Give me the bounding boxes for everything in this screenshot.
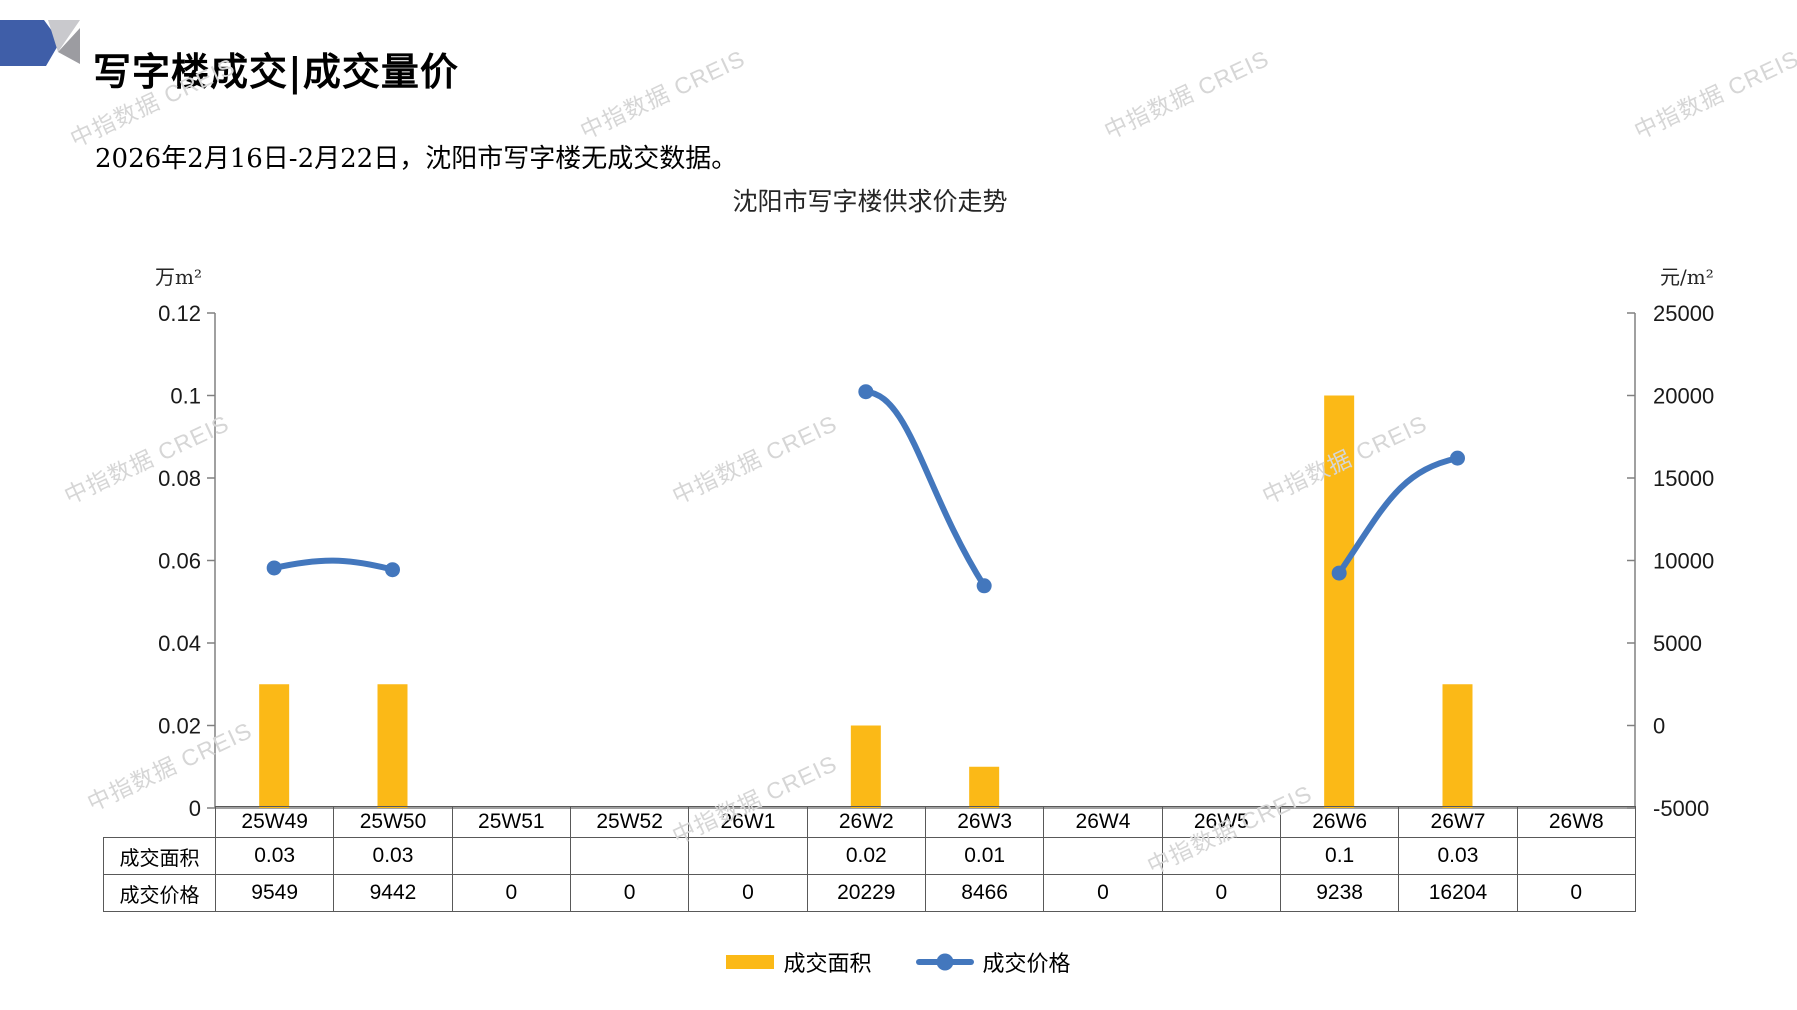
bar [377, 684, 408, 808]
left-axis-tick-label: 0.12 [158, 301, 201, 326]
table-value-cell: 9238 [1279, 874, 1400, 912]
table-value-cell: 0.1 [1279, 837, 1400, 875]
category-label: 26W6 [1279, 806, 1400, 838]
bar [1324, 395, 1355, 808]
bar [1442, 684, 1473, 808]
right-axis-tick-label: 10000 [1653, 549, 1714, 574]
table-corner-cell [104, 807, 216, 838]
page-title: 写字楼成交|成交量价 [93, 49, 459, 95]
left-axis-tick-label: 0.02 [158, 714, 201, 739]
table-value-cell [688, 837, 808, 875]
right-axis-tick-label: 20000 [1653, 384, 1714, 409]
table-value-cell: 20229 [806, 874, 926, 912]
left-axis-tick-label: 0.04 [158, 631, 201, 656]
price-line-segment [271, 557, 396, 573]
legend: 成交面积 成交价格 [0, 946, 1797, 978]
table-value-cell [1043, 837, 1163, 875]
bars [259, 395, 1473, 808]
table-value-cell [1161, 837, 1281, 875]
line-marker [385, 562, 400, 578]
table-value-cell: 0.03 [1398, 837, 1518, 875]
table-value-cell: 0 [1516, 874, 1636, 912]
category-label: 26W2 [806, 806, 926, 838]
table-row-label: 成交价格 [103, 874, 216, 912]
table-value-cell: 16204 [1398, 874, 1518, 912]
data-table: 25W49 25W50 25W51 25W52 26W1 26W2 26W3 26W4 26W5… [103, 806, 1636, 912]
table-row-label: 成交面积 [103, 837, 216, 875]
left-axis-unit: 万m² [155, 265, 202, 289]
legend-label: 成交价格 [982, 952, 1071, 977]
category-label: 26W3 [924, 806, 1045, 838]
right-axis-unit: 元/m² [1660, 265, 1714, 289]
legend-item: 成交价格 [915, 946, 1071, 978]
logo-blue-shape [0, 20, 60, 66]
category-label: 26W1 [688, 806, 808, 838]
category-label: 26W4 [1043, 806, 1163, 838]
legend-label: 成交面积 [783, 952, 872, 977]
category-label: 25W50 [333, 806, 453, 838]
table-value-cell [1516, 837, 1636, 875]
report-summary: 2026年2月16日-2月22日，沈阳市写字楼无成交数据。 [95, 144, 738, 174]
legend-item: 成交面积 [726, 946, 872, 978]
right-axis-tick-label: 25000 [1653, 301, 1714, 326]
legend-bar-swatch [726, 955, 775, 969]
right-axis-tick-label: 5000 [1653, 631, 1702, 656]
logo-dark-gray-shape [58, 28, 80, 64]
line-marker [1450, 450, 1465, 466]
price-line-segment [1336, 455, 1461, 577]
left-axis-tick-label: 0.1 [170, 384, 201, 409]
left-axis-tick-label: 0.08 [158, 466, 201, 491]
price-line [266, 384, 1465, 594]
bar [969, 766, 1000, 808]
creis-logo [0, 20, 80, 66]
right-axis-tick-label: 0 [1653, 714, 1665, 739]
category-label: 26W5 [1161, 806, 1281, 838]
line-marker [858, 384, 874, 400]
left-axis-tick-label: 0 [189, 796, 201, 821]
line-marker [1331, 565, 1347, 581]
table-value-cell: 0 [451, 874, 571, 912]
logo-light-gray-shape [48, 20, 80, 52]
line-marker [266, 560, 282, 576]
table-value-cell: 9442 [333, 874, 453, 912]
legend-line-dot [936, 953, 953, 971]
category-label: 26W8 [1516, 806, 1636, 838]
table-value-cell: 0 [569, 874, 690, 912]
table-value-cell: 0.02 [806, 837, 926, 875]
bar [850, 725, 881, 808]
category-label: 26W7 [1398, 806, 1518, 838]
table-value-cell: 8466 [924, 874, 1045, 912]
table-value-cell: 0.01 [924, 837, 1045, 875]
table-value-cell [451, 837, 571, 875]
category-label: 25W49 [214, 806, 335, 838]
table-value-cell: 0.03 [214, 837, 335, 875]
table-value-cell [569, 837, 690, 875]
line-marker [976, 578, 992, 594]
table-value-cell: 0 [1043, 874, 1163, 912]
table-value-cell: 0.03 [333, 837, 453, 875]
right-axis-tick-label: 15000 [1653, 466, 1714, 491]
legend-line-swatch [915, 953, 974, 971]
table-value-cell: 9549 [214, 874, 335, 912]
price-line-segment [862, 388, 988, 589]
left-axis-tick-label: 0.06 [158, 549, 201, 574]
table-value-cell: 0 [688, 874, 808, 912]
category-label: 25W52 [569, 806, 690, 838]
table-value-cell: 0 [1161, 874, 1281, 912]
chart-title: 沈阳市写字楼供求价走势 [732, 187, 1008, 216]
right-axis-tick-label: -5000 [1653, 796, 1709, 821]
category-label: 25W51 [451, 806, 571, 838]
bar [259, 684, 290, 808]
